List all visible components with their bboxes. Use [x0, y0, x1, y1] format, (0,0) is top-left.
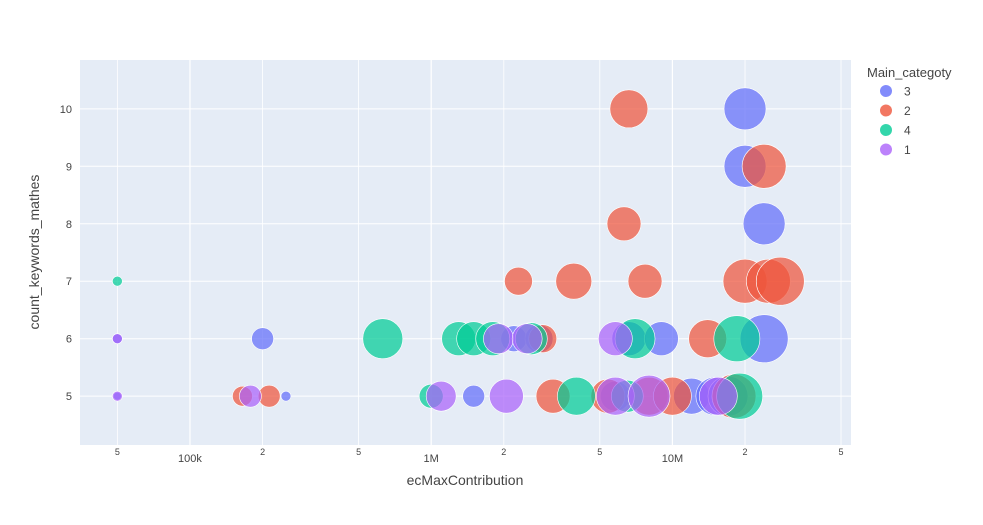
bubble-point[interactable]: [606, 206, 642, 242]
x-tick-label: 5: [839, 447, 844, 457]
bubble-point[interactable]: [741, 144, 787, 189]
x-tick-label: 5: [597, 447, 602, 457]
y-tick-label: 6: [66, 334, 72, 346]
bubble-point[interactable]: [483, 323, 514, 354]
y-tick-label: 5: [66, 391, 72, 403]
bubble-point[interactable]: [112, 390, 123, 402]
x-tick-label: 2: [260, 447, 265, 457]
bubble-point[interactable]: [755, 256, 805, 306]
x-tick-label: 10M: [662, 453, 683, 465]
x-axis-title: ecMaxContribution: [407, 472, 524, 488]
y-tick-label: 8: [66, 219, 72, 231]
bubble-point[interactable]: [627, 263, 663, 299]
legend-label: 2: [904, 104, 911, 118]
bubble-point[interactable]: [112, 275, 123, 287]
x-tick-label: 100k: [178, 453, 202, 465]
x-axis-ticks: 5 100k 2 5 1M 2 5 10M 2 5: [115, 447, 844, 465]
bubble-point[interactable]: [511, 323, 543, 354]
bubble-point[interactable]: [239, 384, 262, 408]
y-tick-label: 7: [66, 276, 72, 288]
bubble-point[interactable]: [489, 378, 524, 414]
bubble-point[interactable]: [504, 266, 533, 296]
legend-item-4[interactable]: 4: [880, 124, 911, 138]
legend-label: 4: [904, 124, 911, 138]
x-tick-label: 5: [356, 447, 361, 457]
y-axis-ticks: 5 6 7 8 9 10: [60, 104, 72, 403]
legend-marker: [880, 124, 892, 136]
data-points[interactable]: [112, 87, 805, 420]
y-tick-label: 10: [60, 104, 72, 116]
bubble-point[interactable]: [609, 89, 649, 129]
bubble-point[interactable]: [713, 315, 761, 362]
legend-item-2[interactable]: 2: [880, 104, 911, 118]
bubble-point[interactable]: [425, 380, 457, 412]
legend-label: 1: [904, 143, 911, 157]
y-tick-label: 9: [66, 161, 72, 173]
legend-marker: [880, 143, 892, 156]
x-tick-label: 5: [115, 447, 120, 457]
legend-item-3[interactable]: 3: [880, 85, 911, 99]
series-1[interactable]: [112, 321, 738, 418]
bubble-point[interactable]: [627, 374, 671, 418]
legend[interactable]: Main_categoty 3 2 4 1: [867, 65, 952, 157]
x-tick-label: 1M: [424, 453, 439, 465]
bubble-point[interactable]: [699, 376, 738, 416]
bubble-point[interactable]: [462, 384, 485, 408]
x-tick-label: 2: [501, 447, 506, 457]
bubble-point[interactable]: [362, 318, 404, 359]
bubble-point[interactable]: [742, 202, 786, 246]
legend-marker: [880, 104, 892, 117]
bubble-point[interactable]: [598, 321, 633, 356]
y-axis-title: count_keywords_mathes: [26, 175, 42, 330]
bubble-point[interactable]: [251, 327, 274, 350]
legend-marker: [880, 85, 892, 97]
legend-item-1[interactable]: 1: [880, 143, 911, 157]
bubble-point[interactable]: [555, 262, 593, 300]
x-tick-label: 2: [743, 447, 748, 457]
bubble-point[interactable]: [723, 87, 767, 131]
bubble-point[interactable]: [280, 390, 292, 402]
bubble-point[interactable]: [557, 376, 596, 416]
bubble-point[interactable]: [112, 333, 123, 344]
legend-title: Main_categoty: [867, 65, 952, 80]
legend-label: 3: [904, 85, 911, 99]
